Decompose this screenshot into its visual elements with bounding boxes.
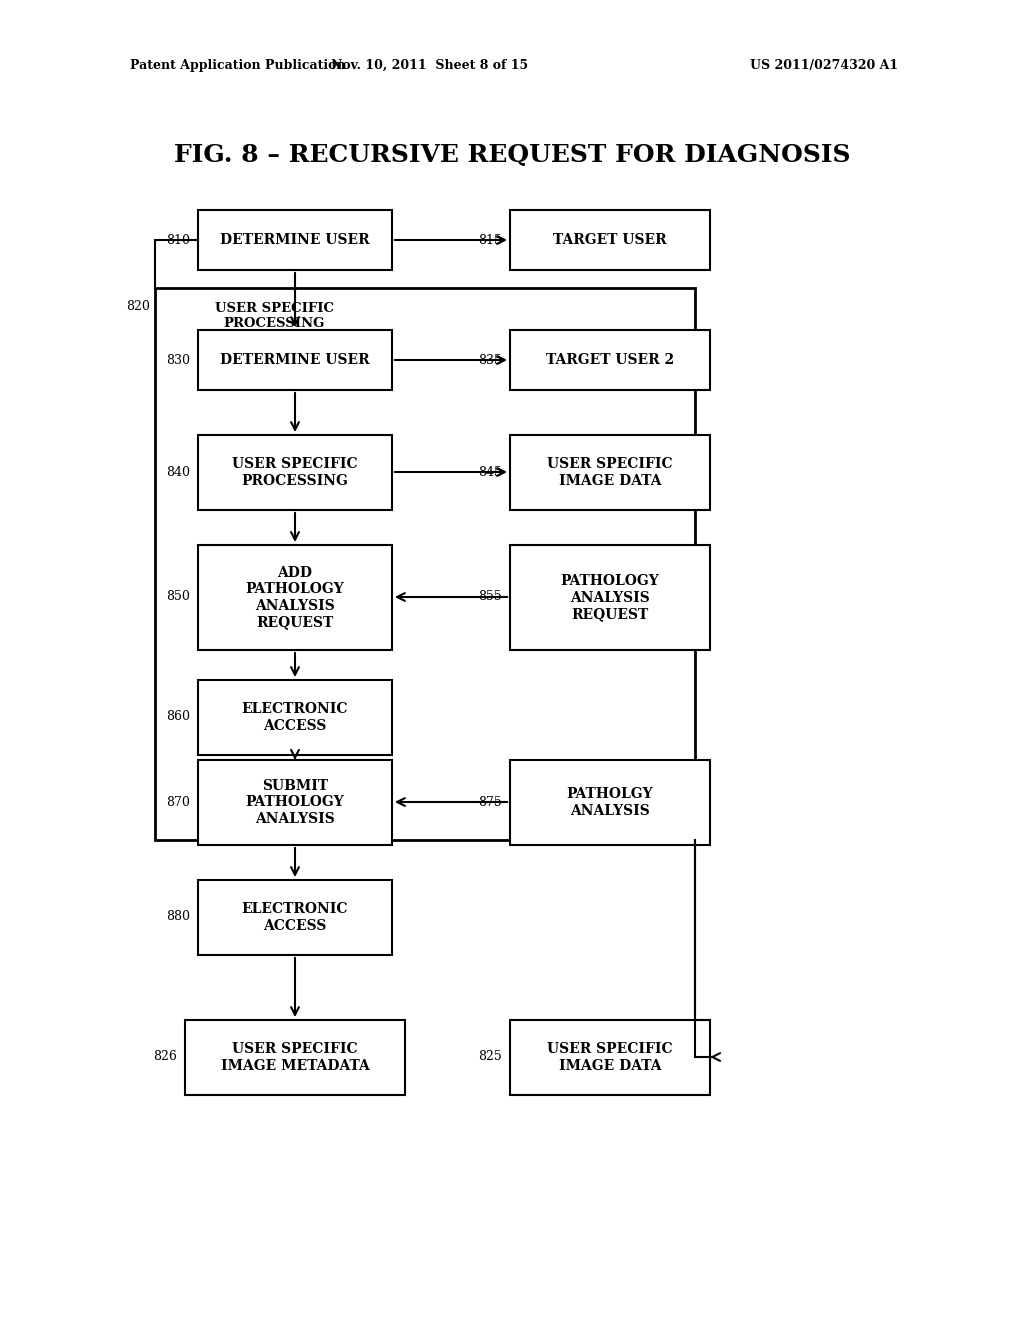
Bar xyxy=(198,545,392,649)
Text: 850: 850 xyxy=(166,590,190,603)
Text: USER SPECIFIC
IMAGE METADATA: USER SPECIFIC IMAGE METADATA xyxy=(220,1043,370,1073)
Text: ELECTRONIC
ACCESS: ELECTRONIC ACCESS xyxy=(242,702,348,733)
Bar xyxy=(198,436,392,510)
Text: 875: 875 xyxy=(478,796,502,808)
Text: USER SPECIFIC
PROCESSING: USER SPECIFIC PROCESSING xyxy=(232,458,357,487)
Text: US 2011/0274320 A1: US 2011/0274320 A1 xyxy=(750,58,898,71)
Text: FIG. 8 – RECURSIVE REQUEST FOR DIAGNOSIS: FIG. 8 – RECURSIVE REQUEST FOR DIAGNOSIS xyxy=(174,143,850,168)
Bar xyxy=(198,760,392,845)
Text: 830: 830 xyxy=(166,354,190,367)
Text: 835: 835 xyxy=(478,354,502,367)
Text: ELECTRONIC
ACCESS: ELECTRONIC ACCESS xyxy=(242,903,348,933)
Text: 855: 855 xyxy=(478,590,502,603)
Bar xyxy=(510,330,710,389)
Text: 815: 815 xyxy=(478,234,502,247)
Text: 860: 860 xyxy=(166,710,190,723)
Bar xyxy=(510,1020,710,1096)
Text: DETERMINE USER: DETERMINE USER xyxy=(220,352,370,367)
Text: 810: 810 xyxy=(166,234,190,247)
Text: Patent Application Publication: Patent Application Publication xyxy=(130,58,345,71)
Text: 880: 880 xyxy=(166,911,190,924)
Text: USER SPECIFIC
PROCESSING: USER SPECIFIC PROCESSING xyxy=(215,302,334,330)
Bar xyxy=(510,436,710,510)
Text: 870: 870 xyxy=(166,796,190,808)
Text: SUBMIT
PATHOLOGY
ANALYSIS: SUBMIT PATHOLOGY ANALYSIS xyxy=(246,779,344,826)
Bar xyxy=(198,680,392,755)
Text: ADD
PATHOLOGY
ANALYSIS
REQUEST: ADD PATHOLOGY ANALYSIS REQUEST xyxy=(246,566,344,628)
Text: Nov. 10, 2011  Sheet 8 of 15: Nov. 10, 2011 Sheet 8 of 15 xyxy=(332,58,528,71)
Bar xyxy=(155,288,695,840)
Bar xyxy=(198,330,392,389)
Text: TARGET USER: TARGET USER xyxy=(553,234,667,247)
Text: DETERMINE USER: DETERMINE USER xyxy=(220,234,370,247)
Bar xyxy=(198,210,392,271)
Text: USER SPECIFIC
IMAGE DATA: USER SPECIFIC IMAGE DATA xyxy=(547,458,673,487)
Bar xyxy=(510,210,710,271)
Bar xyxy=(510,545,710,649)
Text: TARGET USER 2: TARGET USER 2 xyxy=(546,352,674,367)
Text: USER SPECIFIC
IMAGE DATA: USER SPECIFIC IMAGE DATA xyxy=(547,1043,673,1073)
Text: 826: 826 xyxy=(154,1051,177,1064)
Text: 825: 825 xyxy=(478,1051,502,1064)
Bar xyxy=(198,880,392,954)
Bar xyxy=(510,760,710,845)
Text: 840: 840 xyxy=(166,466,190,479)
Text: PATHOLGY
ANALYSIS: PATHOLGY ANALYSIS xyxy=(566,788,653,817)
Text: 845: 845 xyxy=(478,466,502,479)
Bar xyxy=(185,1020,406,1096)
Text: 820: 820 xyxy=(126,300,150,313)
Text: PATHOLOGY
ANALYSIS
REQUEST: PATHOLOGY ANALYSIS REQUEST xyxy=(560,574,659,620)
